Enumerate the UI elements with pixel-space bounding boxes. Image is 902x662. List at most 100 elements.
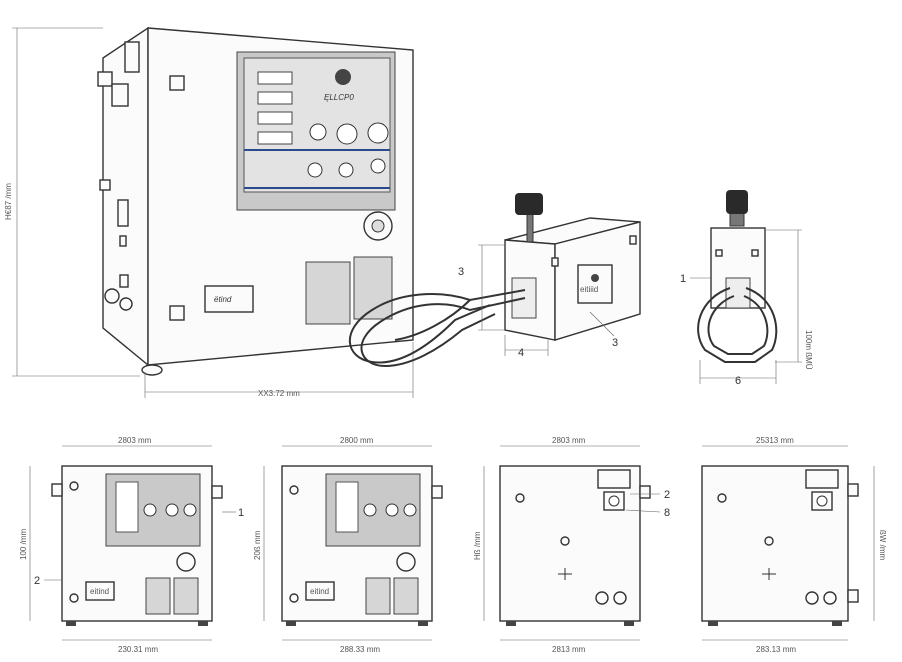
view-knob xyxy=(183,503,197,517)
coil-box-brand: eitiiid xyxy=(580,285,598,294)
clamp-knob[interactable] xyxy=(515,193,543,215)
mount-screw xyxy=(169,75,185,91)
rotary-knob[interactable] xyxy=(336,123,358,145)
view-3-callout-bottom: 8 xyxy=(664,507,670,519)
coil-box-window xyxy=(725,277,751,309)
view-connector xyxy=(595,591,609,605)
callout-depth: 4 xyxy=(518,347,524,359)
brand-plate-text: ëtind xyxy=(214,295,232,304)
view-1-top-dimension: 2803 mm xyxy=(118,436,152,445)
view-side-fitting xyxy=(51,483,63,497)
view-4-side-dimension: ßW /mm xyxy=(878,530,887,561)
view-side-fitting xyxy=(431,485,443,499)
mount-screw xyxy=(169,305,185,321)
view-rating-plate xyxy=(805,469,839,489)
view-foot xyxy=(418,621,428,626)
rotary-knob[interactable] xyxy=(367,122,389,144)
front-view-1: eitind 2803 mm 230.31 mm 100 /mm 1 2 xyxy=(19,436,244,654)
panel-button[interactable] xyxy=(338,162,354,178)
width-dimension-label: XX3.72 mm xyxy=(258,389,300,398)
coil-unit-isometric: eitiiid 3 4 3 xyxy=(348,193,641,368)
view-side-fitting xyxy=(847,589,859,603)
view-2-brand: eitind xyxy=(310,587,329,596)
display-window xyxy=(257,111,293,125)
selector-knob[interactable] xyxy=(309,123,327,141)
view-power-socket-icon xyxy=(816,495,828,507)
view-connector xyxy=(805,591,819,605)
view-1-callout-left: 2 xyxy=(34,575,40,587)
view-connector xyxy=(613,591,627,605)
view-warning-label xyxy=(145,577,171,615)
view-warning-label xyxy=(365,577,391,615)
view-screw xyxy=(515,493,525,503)
callout-body: 3 xyxy=(612,337,618,349)
side-symbol xyxy=(119,274,129,288)
front-view-2: eitind 2800 mm 288.33 mm 20ß mm xyxy=(253,436,443,654)
view-display xyxy=(115,481,139,533)
view-side-fitting xyxy=(639,485,651,499)
clamp-knob[interactable] xyxy=(726,190,748,214)
height-dimension-label: H€87 /mm xyxy=(4,183,13,220)
view-foot xyxy=(832,621,842,626)
view-screw xyxy=(289,593,299,603)
view-screw xyxy=(69,481,79,491)
view-2-top-dimension: 2800 mm xyxy=(340,436,374,445)
side-label xyxy=(117,199,129,227)
view-brand-plate xyxy=(305,581,335,601)
view-2-side-dimension: 20ß mm xyxy=(253,530,262,560)
coil-box-logo-icon xyxy=(591,274,599,282)
view-foot xyxy=(286,621,296,626)
view-knob xyxy=(363,503,377,517)
brand-plate xyxy=(204,285,254,313)
view-foot xyxy=(198,621,208,626)
display-window xyxy=(257,131,293,145)
panel-logo-icon xyxy=(335,69,351,85)
side-connector xyxy=(119,297,133,311)
view-side-fitting xyxy=(211,485,223,499)
view-warning-label xyxy=(393,577,419,615)
view-bracket xyxy=(762,568,776,580)
view-estop xyxy=(176,552,196,572)
view-foot xyxy=(624,621,634,626)
isometric-cabinet: ĘLLCP0 ëtind H€87 /mm XX3.72 mm xyxy=(4,26,414,398)
view-display xyxy=(335,481,359,533)
view-4-bottom-dimension: 283.13 mm xyxy=(756,645,796,654)
view-rating-plate xyxy=(597,469,631,489)
side-height-dimension: 100m ßMÜ xyxy=(804,330,813,370)
rear-view-3: 2803 mm 2813 mm Hß /mm 2 8 xyxy=(473,436,670,654)
view-1-side-dimension: 100 /mm xyxy=(19,529,28,560)
view-screw xyxy=(289,485,299,495)
coil-box-screw xyxy=(629,235,637,245)
coil-unit-side-view: 100m ßMÜ 6 1 xyxy=(680,190,813,387)
panel-button[interactable] xyxy=(307,162,323,178)
view-knob xyxy=(143,503,157,517)
side-plate xyxy=(124,41,140,73)
view-3-side-dimension: Hß /mm xyxy=(473,531,482,560)
side-symbol xyxy=(119,235,127,247)
view-warning-label xyxy=(173,577,199,615)
view-bracket xyxy=(558,568,572,580)
side-box xyxy=(111,83,129,107)
view-screw xyxy=(69,593,79,603)
view-knob xyxy=(403,503,417,517)
panel-button[interactable] xyxy=(370,158,386,174)
callout-height: 3 xyxy=(458,266,464,278)
view-knob xyxy=(165,503,179,517)
view-brand-plate xyxy=(85,581,115,601)
view-estop xyxy=(396,552,416,572)
view-foot xyxy=(708,621,718,626)
coil-box-screw xyxy=(551,257,559,267)
view-power-socket-icon xyxy=(608,495,620,507)
view-side-fitting xyxy=(847,483,859,497)
view-foot xyxy=(506,621,516,626)
side-connector xyxy=(104,288,120,304)
display-window xyxy=(257,91,293,105)
emergency-stop-cap[interactable] xyxy=(371,219,385,233)
view-3-bottom-dimension: 2813 mm xyxy=(552,645,586,654)
coil-box-screw xyxy=(751,249,759,257)
side-callout-left: 1 xyxy=(680,273,686,285)
view-1-bottom-dimension: 230.31 mm xyxy=(118,645,158,654)
view-1-brand: eitind xyxy=(90,587,109,596)
view-1-callout-right: 1 xyxy=(238,507,244,519)
